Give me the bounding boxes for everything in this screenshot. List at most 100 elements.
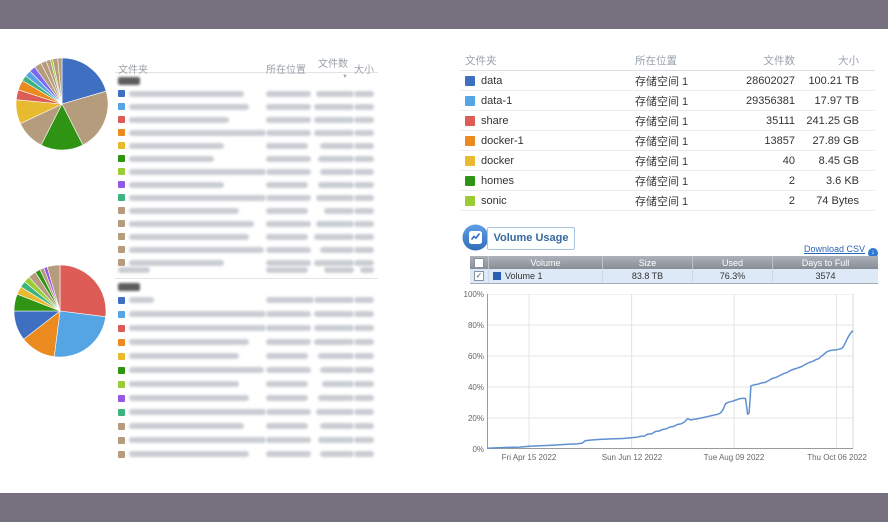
blurred-folder-row[interactable] — [115, 100, 378, 113]
blurred-folder-row[interactable] — [115, 377, 378, 391]
blurred-folder-row[interactable] — [115, 230, 378, 243]
column-size[interactable]: 大小 — [354, 64, 374, 76]
folder-color-swatch — [118, 366, 125, 374]
column-location[interactable]: 所在位置 — [266, 64, 306, 76]
blurred-file-count — [314, 325, 354, 331]
blurred-folder-row[interactable] — [115, 87, 378, 100]
pie-slice — [53, 310, 106, 358]
shared-folder-row[interactable]: data 存储空间 1 28602027 100.21 TB — [460, 71, 875, 91]
blurred-folder-row[interactable] — [115, 139, 378, 152]
blurred-folder-row[interactable] — [115, 363, 378, 377]
column-size[interactable]: 大小 — [838, 54, 859, 67]
blurred-folder-row[interactable] — [115, 335, 378, 349]
folder-color-swatch — [118, 259, 125, 266]
column-files[interactable]: 文件数▼ — [318, 59, 348, 80]
download-csv-link[interactable]: Download CSV — [803, 244, 865, 254]
column-days-to-full[interactable]: Days to Full — [772, 256, 878, 269]
blurred-size — [354, 220, 374, 227]
shared-folder-row[interactable]: homes 存储空间 1 2 3.6 KB — [460, 171, 875, 191]
blurred-folder-name — [129, 194, 266, 201]
folder-color-swatch — [118, 450, 125, 458]
blurred-folder-row[interactable] — [115, 243, 378, 256]
blurred-size — [354, 353, 374, 359]
folder-color-swatch — [118, 168, 125, 175]
blurred-size — [354, 325, 374, 331]
blurred-size — [354, 207, 374, 214]
column-volume[interactable]: Volume — [488, 256, 602, 269]
blurred-folder-row[interactable] — [115, 217, 378, 230]
shared-folder-row[interactable]: share 存储空间 1 35111 241.25 GB — [460, 111, 875, 131]
column-used[interactable]: Used — [692, 256, 772, 269]
blurred-folder-row[interactable] — [115, 113, 378, 126]
column-folder[interactable]: 文件夹 — [465, 54, 497, 67]
folder-color-swatch — [118, 116, 125, 123]
shared-folder-row[interactable]: data-1 存储空间 1 29356381 17.97 TB — [460, 91, 875, 111]
blurred-folder-name — [129, 367, 264, 373]
column-location[interactable]: 所在位置 — [635, 54, 677, 67]
blurred-folder-row[interactable] — [115, 178, 378, 191]
blurred-file-count — [314, 311, 354, 317]
folder-color-swatch — [465, 195, 475, 206]
volume-checkbox[interactable]: ✓ — [474, 271, 484, 281]
column-folder[interactable]: 文件夹 — [118, 64, 148, 76]
folder-name: docker — [481, 154, 515, 167]
blurred-folder-row[interactable] — [115, 293, 378, 307]
blurred-folder-row[interactable] — [115, 433, 378, 447]
folder-color-swatch — [465, 95, 475, 106]
blurred-location — [266, 395, 308, 401]
blurred-file-count — [318, 353, 354, 359]
folder-color-swatch — [118, 324, 125, 332]
blurred-folder-row[interactable] — [115, 256, 378, 269]
blurred-location — [266, 129, 311, 136]
blurred-folder-row[interactable] — [115, 391, 378, 405]
blurred-folder-row[interactable] — [115, 405, 378, 419]
shared-folder-row[interactable]: docker-1 存储空间 1 13857 27.89 GB — [460, 131, 875, 151]
folder-size: 241.25 GB — [806, 114, 859, 127]
folder-location: 存储空间 1 — [635, 115, 689, 128]
folder-color-swatch — [118, 422, 125, 430]
folder-file-count: 29356381 — [746, 94, 795, 107]
blurred-folder-row[interactable] — [115, 307, 378, 321]
shared-folder-row[interactable]: sonic 存储空间 1 2 74 Bytes — [460, 191, 875, 211]
folder-size: 74 Bytes — [816, 194, 859, 207]
blurred-location — [266, 259, 311, 266]
blurred-folder-row[interactable] — [115, 126, 378, 139]
select-all-checkbox[interactable] — [474, 257, 484, 268]
blurred-location — [266, 103, 311, 110]
blurred-file-count — [318, 181, 354, 188]
column-files[interactable]: 文件数 — [763, 54, 796, 67]
blurred-folder-row[interactable] — [115, 152, 378, 165]
pie-slice — [57, 57, 63, 105]
blurred-folder-row[interactable] — [115, 349, 378, 363]
blurred-size — [354, 90, 374, 97]
volume-row[interactable]: ✓ Volume 1 83.8 TB 76.3% 3574 — [470, 269, 878, 284]
volume-size: 83.8 TB — [602, 269, 692, 283]
folder-list-table-bottom — [115, 261, 378, 461]
folder-color-swatch — [118, 394, 125, 402]
folder-list-header: 文件夹 所在位置 文件数▼ 大小 — [115, 55, 378, 80]
blurred-folder-row[interactable] — [115, 204, 378, 217]
download-icon[interactable]: ↓ — [868, 248, 878, 258]
blurred-file-count — [318, 395, 354, 401]
folder-name: homes — [481, 174, 515, 187]
column-vsize[interactable]: Size — [602, 256, 692, 269]
folder-file-count: 28602027 — [746, 74, 795, 87]
shared-folder-row[interactable]: docker 存储空间 1 40 8.45 GB — [460, 151, 875, 171]
blurred-folder-name — [129, 311, 266, 317]
back-link-blurred[interactable] — [118, 77, 140, 85]
folder-color-swatch — [118, 129, 125, 136]
blurred-size — [354, 367, 374, 373]
blurred-location — [266, 423, 308, 429]
folder-color-swatch — [118, 310, 125, 318]
blurred-folder-name — [129, 246, 264, 253]
folder-name: data-1 — [481, 94, 513, 107]
blurred-folder-row[interactable] — [115, 165, 378, 178]
blurred-folder-name — [129, 116, 229, 123]
blurred-folder-row[interactable] — [115, 447, 378, 461]
blurred-folder-row[interactable] — [115, 321, 378, 335]
blurred-folder-row[interactable] — [115, 419, 378, 433]
back-link-blurred[interactable] — [118, 283, 140, 291]
blurred-folder-row[interactable] — [115, 191, 378, 204]
x-axis-tick-label: Thu Oct 06 2022 — [807, 453, 867, 462]
